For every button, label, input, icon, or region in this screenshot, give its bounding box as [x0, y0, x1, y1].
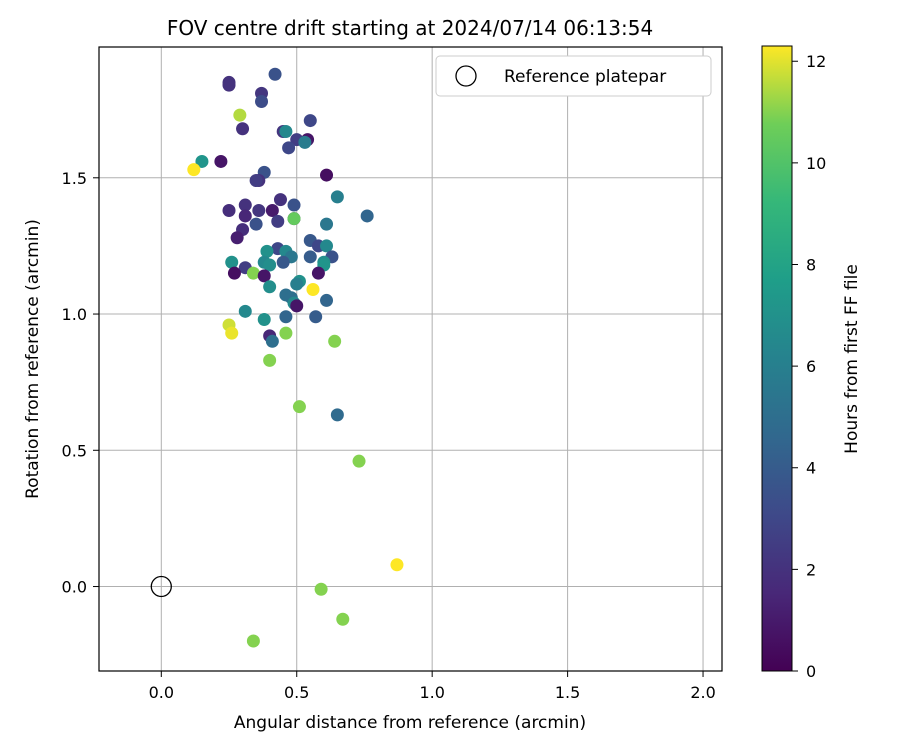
scatter-point — [390, 558, 404, 572]
scatter-point — [249, 174, 263, 188]
scatter-point — [227, 266, 241, 280]
reference-platepar-marker — [150, 575, 172, 598]
scatter-point — [260, 244, 274, 258]
scatter-point — [222, 78, 236, 92]
scatter-point — [360, 209, 374, 223]
scatter-point — [352, 454, 366, 468]
scatter-point — [238, 198, 252, 212]
colorbar: 0 2 4 6 8 10 12 Hours from first FF file — [761, 45, 862, 681]
scatter-point — [287, 198, 301, 212]
scatter-point — [303, 114, 317, 128]
scatter-point — [265, 203, 279, 217]
scatter-point — [328, 334, 342, 348]
x-tick-label: 0.5 — [284, 683, 309, 702]
scatter-point — [279, 326, 293, 340]
scatter-point — [306, 283, 320, 297]
colorbar-ticks: 0 2 4 6 8 10 12 — [792, 52, 826, 681]
colorbar-tick-label: 10 — [806, 154, 826, 173]
scatter-point — [252, 203, 266, 217]
scatter-point — [303, 250, 317, 264]
x-axis-label: Angular distance from reference (arcmin) — [234, 713, 586, 733]
x-tick-label: 0.0 — [149, 683, 174, 702]
scatter-point — [292, 400, 306, 414]
scatter-point — [214, 154, 228, 168]
scatter-point — [238, 304, 252, 318]
scatter-point — [263, 280, 277, 294]
x-tick-label: 2.0 — [690, 683, 715, 702]
colorbar-tick-label: 4 — [806, 459, 816, 478]
scatter-point — [268, 67, 282, 81]
plot-area — [99, 47, 722, 671]
y-tick-label: 0.0 — [62, 578, 87, 597]
scatter-point — [320, 168, 334, 182]
y-tick-label: 1.0 — [62, 305, 87, 324]
legend-box — [435, 55, 712, 97]
scatter-point — [279, 124, 293, 138]
scatter-point — [271, 214, 285, 228]
colorbar-tick-label: 2 — [806, 560, 816, 579]
y-axis-ticks: 0.0 0.5 1.0 1.5 — [62, 169, 99, 597]
scatter-point — [246, 634, 260, 648]
scatter-point — [273, 193, 287, 207]
scatter-point — [246, 266, 260, 280]
scatter-point — [330, 190, 344, 204]
scatter-point — [320, 293, 334, 307]
x-tick-label: 1.5 — [555, 683, 580, 702]
y-axis-label: Rotation from reference (arcmin) — [23, 219, 43, 499]
scatter-point — [249, 217, 263, 231]
scatter-point — [255, 94, 269, 108]
scatter-point — [222, 203, 236, 217]
scatter-point — [263, 353, 277, 367]
legend-entry-reference-platepar: Reference platepar — [504, 67, 666, 87]
scatter-point — [311, 266, 325, 280]
grid — [99, 47, 722, 671]
scatter-point — [257, 269, 271, 283]
legend: Reference platepar — [435, 55, 712, 97]
scatter-point — [230, 231, 244, 245]
scatter-point — [233, 108, 247, 122]
scatter-point — [276, 255, 290, 269]
chart-title: FOV centre drift starting at 2024/07/14 … — [167, 16, 653, 40]
scatter-point — [290, 299, 304, 313]
scatter-point — [238, 209, 252, 223]
scatter-point — [290, 277, 304, 291]
scatter-point — [320, 217, 334, 231]
x-tick-label: 1.0 — [419, 683, 444, 702]
scatter-point — [225, 326, 239, 340]
scatter-point — [314, 582, 328, 596]
scatter-point — [263, 258, 277, 272]
scatter-point — [282, 141, 296, 155]
scatter-points — [187, 67, 404, 648]
scatter-point — [195, 154, 209, 168]
colorbar-tick-label: 8 — [806, 255, 816, 274]
scatter-point — [187, 163, 201, 177]
scatter-point — [257, 312, 271, 326]
scatter-point — [236, 122, 250, 136]
colorbar-tick-label: 12 — [806, 52, 826, 71]
scatter-point — [320, 239, 334, 253]
scatter-point — [298, 135, 312, 149]
scatter-point — [309, 310, 323, 324]
scatter-point — [287, 212, 301, 226]
scatter-point — [225, 255, 239, 269]
x-axis-ticks: 0.0 0.5 1.0 1.5 2.0 — [149, 671, 716, 702]
plot-frame — [98, 46, 723, 672]
legend-marker-icon — [455, 65, 477, 87]
y-tick-label: 0.5 — [62, 441, 87, 460]
scatter-point — [336, 612, 350, 626]
scatter-point — [330, 408, 344, 422]
colorbar-gradient — [761, 45, 793, 672]
scatter-point — [265, 334, 279, 348]
colorbar-tick-label: 6 — [806, 357, 816, 376]
y-tick-label: 1.5 — [62, 169, 87, 188]
colorbar-label: Hours from first FF file — [842, 264, 862, 454]
scatter-point — [279, 310, 293, 324]
colorbar-tick-label: 0 — [806, 662, 816, 681]
